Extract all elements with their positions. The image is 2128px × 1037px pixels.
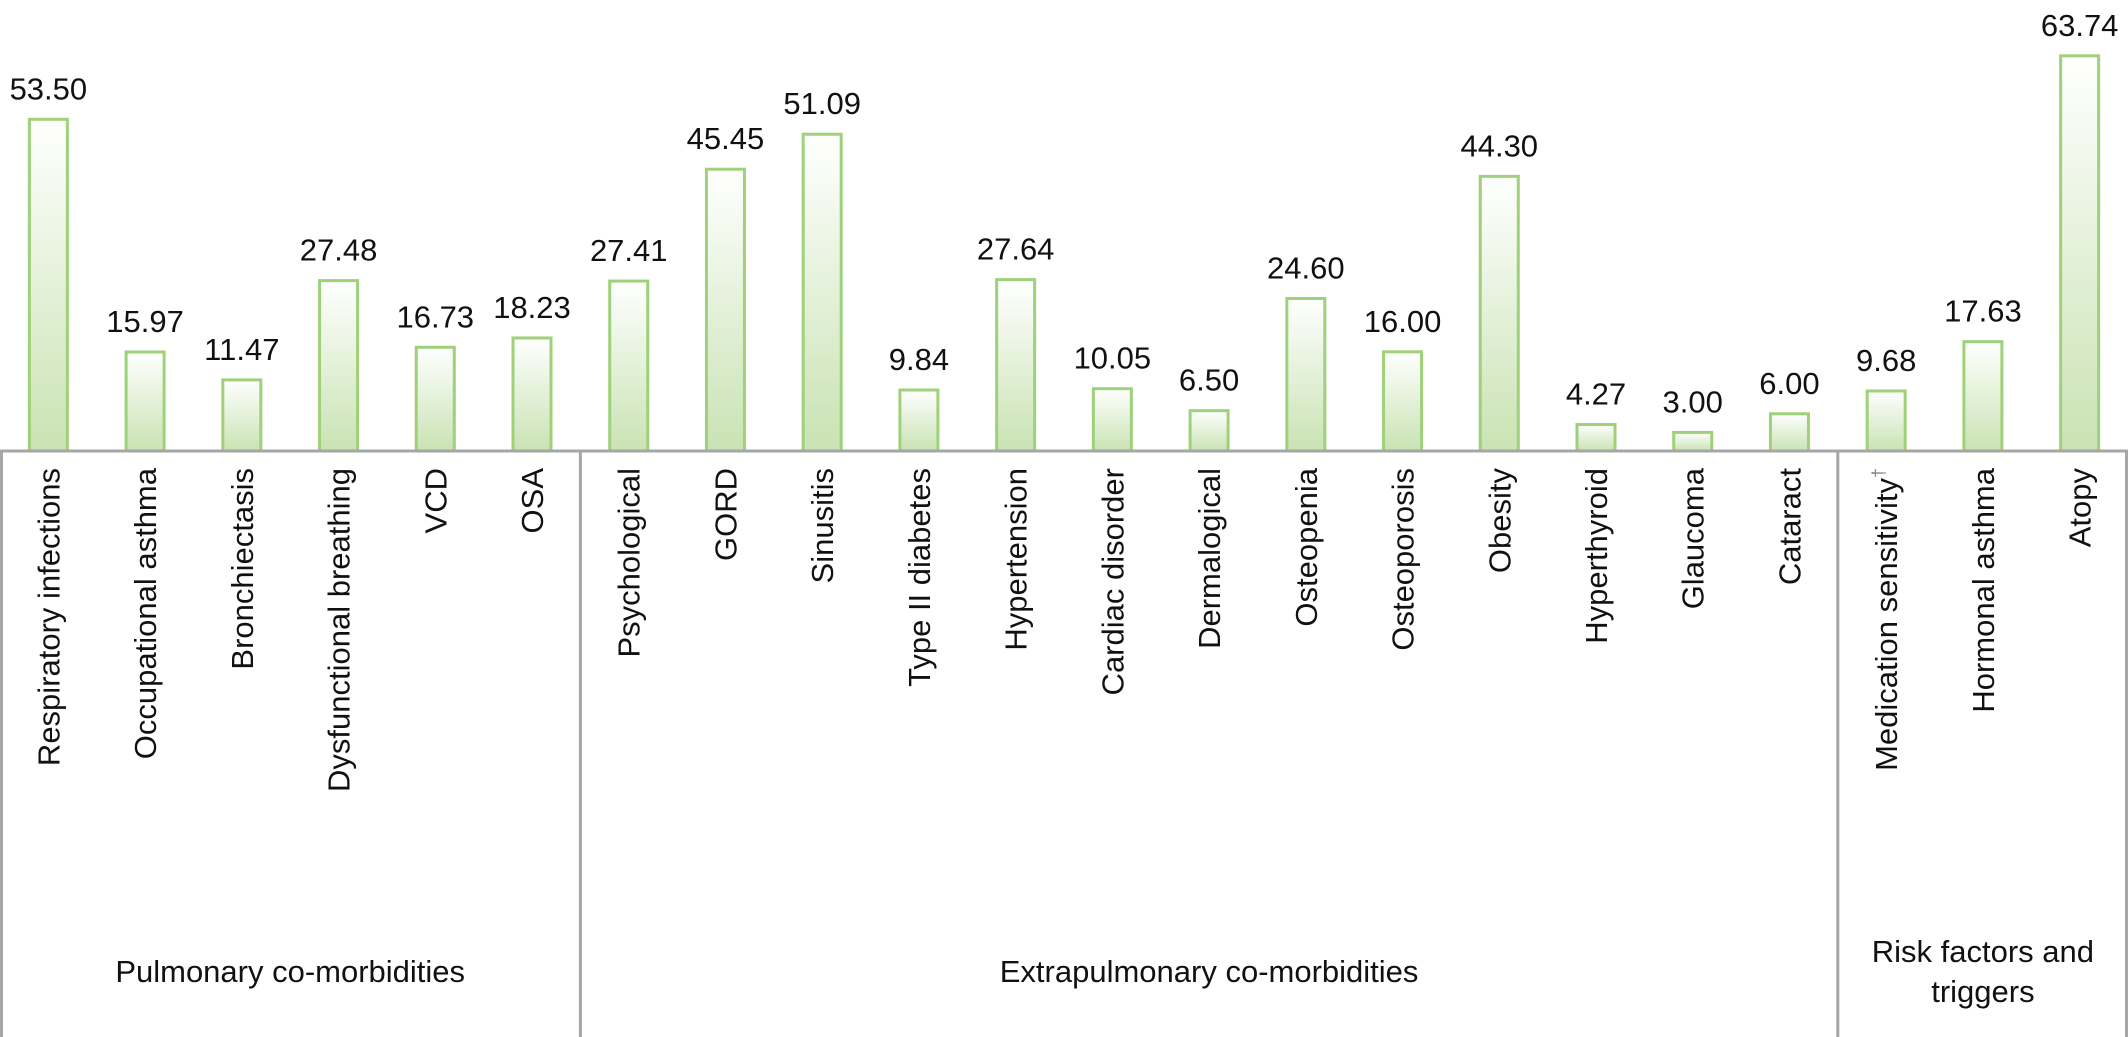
bar-osteoporosis xyxy=(1382,350,1424,453)
bar-hormonal-asthma xyxy=(1962,340,2004,453)
bar-gord xyxy=(704,167,746,453)
category-label-sinusitis: Sinusitis xyxy=(805,468,840,583)
category-label-gord: GORD xyxy=(708,468,743,561)
category-label-cataract: Cataract xyxy=(1772,468,1807,586)
value-label-osteopenia: 24.60 xyxy=(1267,250,1345,285)
group-labels-layer: Pulmonary co-morbidities Extrapulmonary c… xyxy=(115,934,2094,1009)
bar-vcd xyxy=(414,345,456,453)
value-label-hormonal-asthma: 17.63 xyxy=(1944,294,2022,329)
category-label-glaucoma: Glaucoma xyxy=(1676,467,1711,609)
bar-psychological xyxy=(608,279,650,453)
value-label-osteoporosis: 16.00 xyxy=(1364,304,1442,339)
category-label-type-ii-diabetes: Type II diabetes xyxy=(902,468,937,687)
value-label-vcd: 16.73 xyxy=(396,299,474,334)
category-label-occupational-asthma: Occupational asthma xyxy=(128,467,163,759)
value-label-glaucoma: 3.00 xyxy=(1663,384,1723,419)
value-label-sinusitis: 51.09 xyxy=(783,86,861,121)
category-label-bronchiectasis: Bronchiectasis xyxy=(225,468,260,670)
category-label-dysfunctional-breathing: Dysfunctional breathing xyxy=(322,468,357,792)
category-labels-layer: Respiratory infections Occupational asthm… xyxy=(31,467,2097,792)
bar-sinusitis xyxy=(801,132,843,453)
category-label-medication-sensitivity: Medication sensitivity† xyxy=(1869,468,1904,771)
bar-type-ii-diabetes xyxy=(898,388,940,453)
value-label-medication-sensitivity: 9.68 xyxy=(1856,343,1916,378)
bar-hypertension xyxy=(995,278,1037,453)
bar-glaucoma xyxy=(1672,430,1714,453)
bar-hyperthyroid xyxy=(1575,423,1617,453)
category-label-hyperthyroid: Hyperthyroid xyxy=(1579,468,1614,644)
category-label-osteopenia: Osteopenia xyxy=(1289,467,1324,626)
bar-respiratory-infections xyxy=(27,117,69,453)
category-label-vcd: VCD xyxy=(418,468,453,533)
bar-atopy xyxy=(2059,54,2101,453)
value-label-type-ii-diabetes: 9.84 xyxy=(889,342,949,377)
category-label-obesity: Obesity xyxy=(1482,468,1517,574)
bar-osa xyxy=(511,336,553,453)
value-label-dermalogical: 6.50 xyxy=(1179,363,1239,398)
bar-medication-sensitivity xyxy=(1865,389,1907,453)
category-label-psychological: Psychological xyxy=(612,468,647,658)
axis-layer xyxy=(0,449,2128,1037)
value-label-bronchiectasis: 11.47 xyxy=(204,332,279,367)
value-label-hyperthyroid: 4.27 xyxy=(1566,377,1626,412)
value-label-respiratory-infections: 53.50 xyxy=(10,71,88,106)
bar-cardiac-disorder xyxy=(1091,387,1133,453)
footnote-dagger: † xyxy=(1869,468,1889,478)
category-label-osa: OSA xyxy=(515,468,550,534)
bar-dermalogical xyxy=(1188,409,1230,453)
value-label-osa: 18.23 xyxy=(493,290,571,325)
group-label-2: Risk factors and triggers xyxy=(1872,934,2094,1009)
group-label-1: Extrapulmonary co-morbidities xyxy=(1000,954,1419,989)
bar-cataract xyxy=(1768,412,1810,453)
category-label-osteoporosis: Osteoporosis xyxy=(1386,468,1421,651)
value-label-cataract: 6.00 xyxy=(1759,366,1819,401)
value-label-gord: 45.45 xyxy=(687,121,765,156)
value-label-dysfunctional-breathing: 27.48 xyxy=(300,233,378,268)
group-label-0: Pulmonary co-morbidities xyxy=(115,954,465,989)
bar-bronchiectasis xyxy=(221,378,263,453)
category-label-cardiac-disorder: Cardiac disorder xyxy=(1095,468,1130,695)
value-label-atopy: 63.74 xyxy=(2041,8,2119,43)
value-label-psychological: 27.41 xyxy=(590,233,668,268)
bar-osteopenia xyxy=(1285,296,1327,453)
category-label-respiratory-infections: Respiratory infections xyxy=(31,468,66,766)
category-label-dermalogical: Dermalogical xyxy=(1192,468,1227,649)
category-label-atopy: Atopy xyxy=(2063,468,2098,548)
category-label-hormonal-asthma: Hormonal asthma xyxy=(1966,467,2001,712)
category-label-hypertension: Hypertension xyxy=(999,468,1034,651)
value-label-occupational-asthma: 15.97 xyxy=(106,304,184,339)
value-labels-layer: 53.50 15.97 11.47 27.48 16.73 18.23 27.41 45.45… xyxy=(10,8,2119,420)
bar-dysfunctional-breathing xyxy=(318,279,360,453)
value-label-obesity: 44.30 xyxy=(1460,128,1538,163)
value-label-cardiac-disorder: 10.05 xyxy=(1074,341,1152,376)
bar-occupational-asthma xyxy=(124,350,166,453)
value-label-hypertension: 27.64 xyxy=(977,232,1055,267)
bar-obesity xyxy=(1478,174,1520,453)
